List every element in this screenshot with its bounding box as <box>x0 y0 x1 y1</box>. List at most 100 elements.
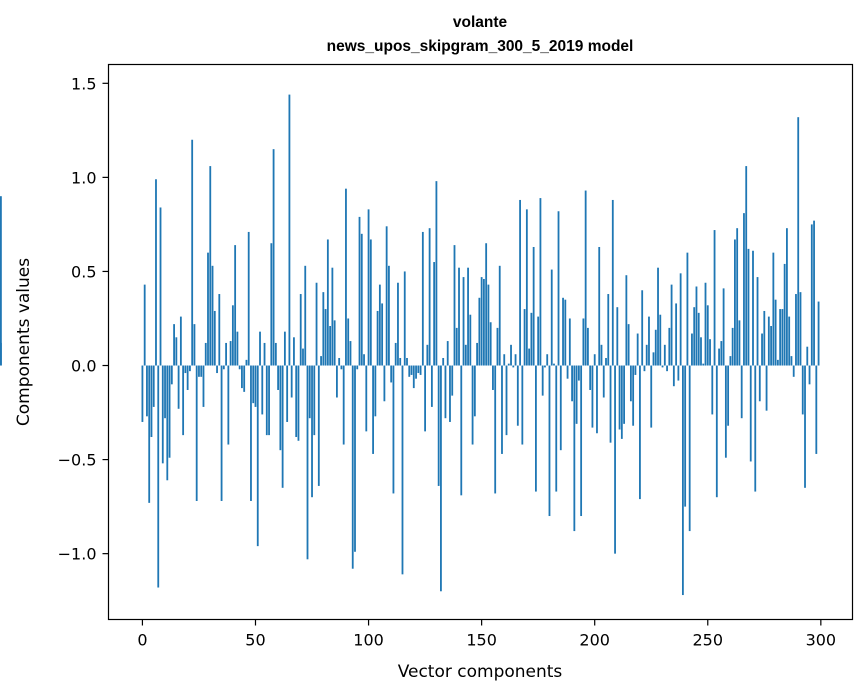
bar <box>170 365 173 385</box>
bar <box>620 365 623 439</box>
bar <box>663 344 666 366</box>
bar <box>412 365 415 389</box>
bar <box>288 94 291 366</box>
bar <box>541 365 544 396</box>
bar <box>0 196 2 366</box>
bar <box>494 365 497 494</box>
bar <box>268 365 270 436</box>
bar <box>213 310 216 366</box>
bar <box>304 265 307 366</box>
bar <box>218 294 221 366</box>
bar <box>480 277 483 366</box>
bar <box>204 342 207 366</box>
bar <box>745 166 748 366</box>
bar <box>752 250 754 366</box>
bar <box>388 265 390 366</box>
bar <box>376 310 379 366</box>
bar <box>216 365 218 374</box>
bar <box>539 198 542 366</box>
bar <box>320 356 322 366</box>
bar <box>442 357 445 366</box>
bar <box>817 301 820 366</box>
bar <box>727 365 730 426</box>
bar <box>731 327 734 366</box>
bar <box>577 365 580 381</box>
bar <box>277 365 280 390</box>
bar <box>591 365 594 428</box>
bar <box>220 365 223 501</box>
bar <box>711 365 714 415</box>
bar <box>557 211 560 366</box>
bar <box>419 365 422 375</box>
bar <box>503 354 506 366</box>
bar <box>587 327 589 366</box>
bar <box>308 365 311 419</box>
bar <box>810 224 813 366</box>
bar <box>351 365 354 569</box>
bar <box>627 324 630 366</box>
bar <box>550 269 553 366</box>
bar <box>313 365 316 436</box>
bar <box>449 365 451 422</box>
bar <box>568 318 571 366</box>
bar <box>670 284 673 366</box>
bar <box>202 365 205 407</box>
bar <box>700 337 702 366</box>
y-tick-label: 1.0 <box>71 168 96 187</box>
bar <box>530 312 533 366</box>
bar <box>397 282 399 366</box>
bar <box>164 365 166 419</box>
bar <box>324 309 327 366</box>
bar <box>428 228 431 366</box>
bar <box>317 365 320 486</box>
bar <box>435 181 438 366</box>
bar <box>808 365 811 385</box>
bar <box>424 365 426 432</box>
bar <box>761 333 763 366</box>
bar <box>290 365 293 398</box>
bar <box>141 365 144 422</box>
bar <box>779 309 782 366</box>
bar <box>315 282 318 366</box>
bar <box>596 365 598 434</box>
bar <box>311 365 313 498</box>
bar <box>471 365 474 445</box>
plot-frame <box>107 63 854 621</box>
bar <box>263 342 266 366</box>
bar <box>336 365 338 398</box>
bar <box>691 333 693 366</box>
bar <box>234 245 237 366</box>
y-tick-label: 1.5 <box>71 74 96 93</box>
bar <box>537 316 540 366</box>
bar <box>270 243 273 366</box>
bar <box>473 365 476 417</box>
bar <box>403 271 406 366</box>
bar <box>243 365 246 392</box>
bar <box>161 365 164 464</box>
x-tick-label: 200 <box>579 631 610 650</box>
bar <box>525 209 528 366</box>
y-tick-label: 0.0 <box>71 357 96 376</box>
bar <box>566 365 569 379</box>
bar <box>345 188 347 366</box>
bar <box>433 262 436 366</box>
bar <box>236 331 239 366</box>
bar <box>514 354 517 366</box>
bar <box>173 324 175 366</box>
bar <box>815 365 818 454</box>
bar <box>464 344 467 366</box>
bar <box>564 299 567 366</box>
bar <box>688 365 691 532</box>
bar <box>684 365 687 507</box>
bar <box>786 228 788 366</box>
bar <box>580 365 583 517</box>
bar <box>458 267 460 366</box>
bar <box>611 199 614 366</box>
bar <box>672 365 675 387</box>
bar <box>231 305 234 366</box>
bar <box>584 190 587 366</box>
bar <box>225 342 227 366</box>
bar <box>279 365 282 451</box>
bar <box>469 314 472 366</box>
bar <box>783 263 786 366</box>
